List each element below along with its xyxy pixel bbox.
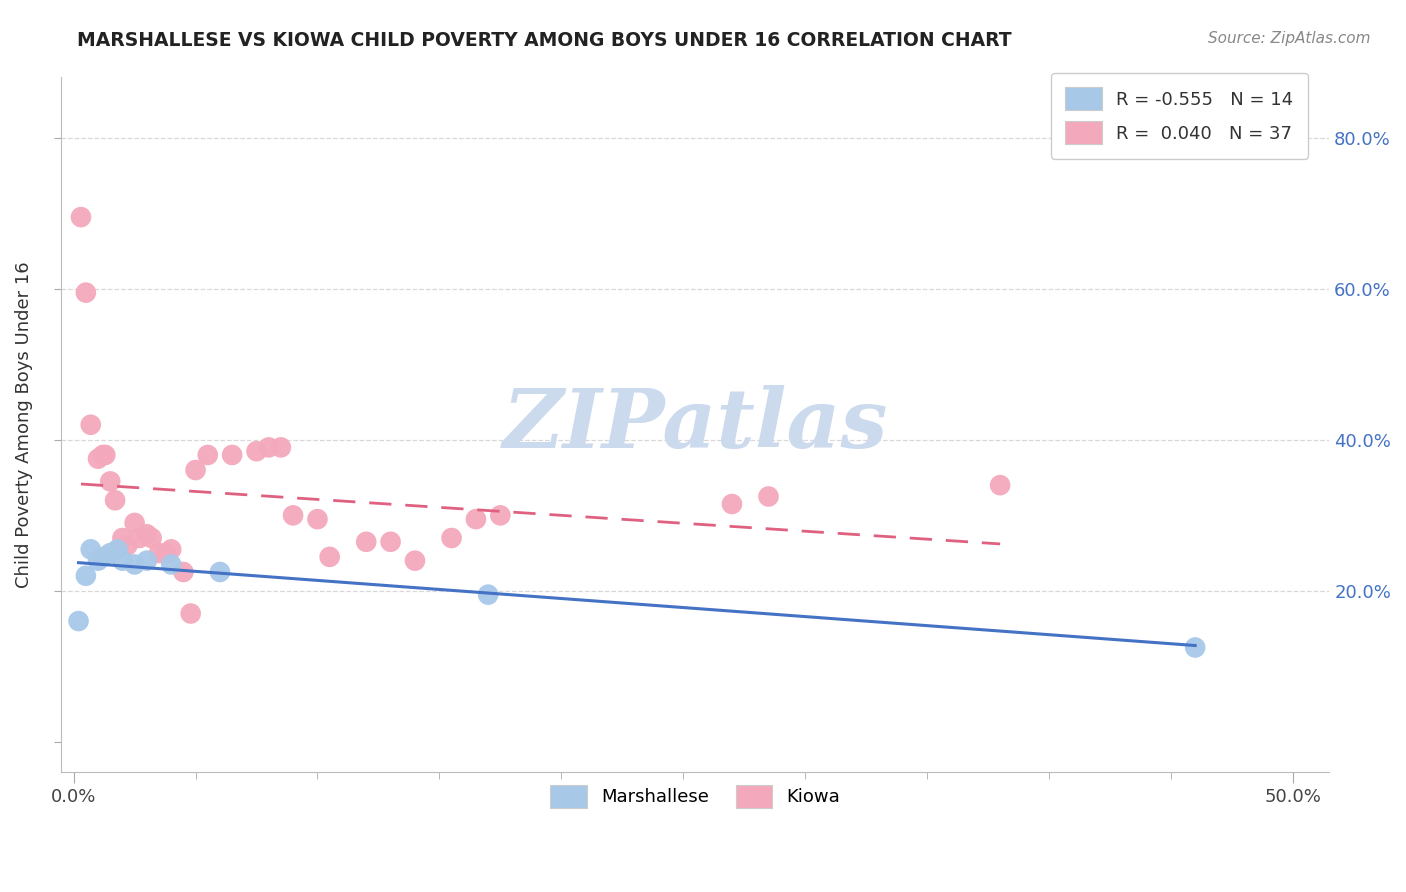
Point bbox=[180, 607, 202, 621]
Point bbox=[988, 478, 1011, 492]
Point bbox=[721, 497, 744, 511]
Point bbox=[489, 508, 512, 523]
Point bbox=[75, 285, 97, 300]
Point bbox=[91, 549, 114, 564]
Text: MARSHALLESE VS KIOWA CHILD POVERTY AMONG BOYS UNDER 16 CORRELATION CHART: MARSHALLESE VS KIOWA CHILD POVERTY AMONG… bbox=[77, 31, 1012, 50]
Point bbox=[124, 516, 146, 530]
Point bbox=[281, 508, 304, 523]
Point bbox=[270, 441, 292, 455]
Point bbox=[104, 493, 127, 508]
Point bbox=[98, 475, 121, 489]
Point bbox=[318, 549, 340, 564]
Text: Source: ZipAtlas.com: Source: ZipAtlas.com bbox=[1208, 31, 1371, 46]
Point bbox=[98, 546, 121, 560]
Point bbox=[75, 568, 97, 582]
Point bbox=[404, 554, 426, 568]
Point bbox=[148, 546, 170, 560]
Point bbox=[124, 558, 146, 572]
Point bbox=[135, 554, 157, 568]
Point bbox=[172, 565, 194, 579]
Point bbox=[307, 512, 329, 526]
Point bbox=[80, 417, 103, 432]
Point bbox=[1184, 640, 1206, 655]
Point bbox=[758, 490, 780, 504]
Point bbox=[221, 448, 243, 462]
Point bbox=[67, 614, 90, 628]
Point bbox=[155, 546, 177, 560]
Point bbox=[208, 565, 231, 579]
Point bbox=[197, 448, 219, 462]
Point bbox=[111, 554, 134, 568]
Point bbox=[477, 588, 499, 602]
Text: ZIPatlas: ZIPatlas bbox=[502, 384, 889, 465]
Point bbox=[440, 531, 463, 545]
Point bbox=[160, 558, 183, 572]
Point bbox=[354, 534, 377, 549]
Point bbox=[141, 531, 163, 545]
Point bbox=[94, 448, 117, 462]
Point bbox=[184, 463, 207, 477]
Point bbox=[87, 554, 110, 568]
Point bbox=[245, 444, 267, 458]
Point bbox=[107, 542, 129, 557]
Point bbox=[80, 542, 103, 557]
Point bbox=[160, 542, 183, 557]
Point bbox=[380, 534, 402, 549]
Y-axis label: Child Poverty Among Boys Under 16: Child Poverty Among Boys Under 16 bbox=[15, 261, 32, 588]
Point bbox=[117, 539, 139, 553]
Point bbox=[87, 451, 110, 466]
Point bbox=[135, 527, 157, 541]
Point bbox=[128, 531, 150, 545]
Point bbox=[91, 448, 114, 462]
Point bbox=[70, 210, 93, 224]
Point bbox=[257, 441, 280, 455]
Point bbox=[111, 531, 134, 545]
Legend: Marshallese, Kiowa: Marshallese, Kiowa bbox=[543, 778, 848, 815]
Point bbox=[465, 512, 488, 526]
